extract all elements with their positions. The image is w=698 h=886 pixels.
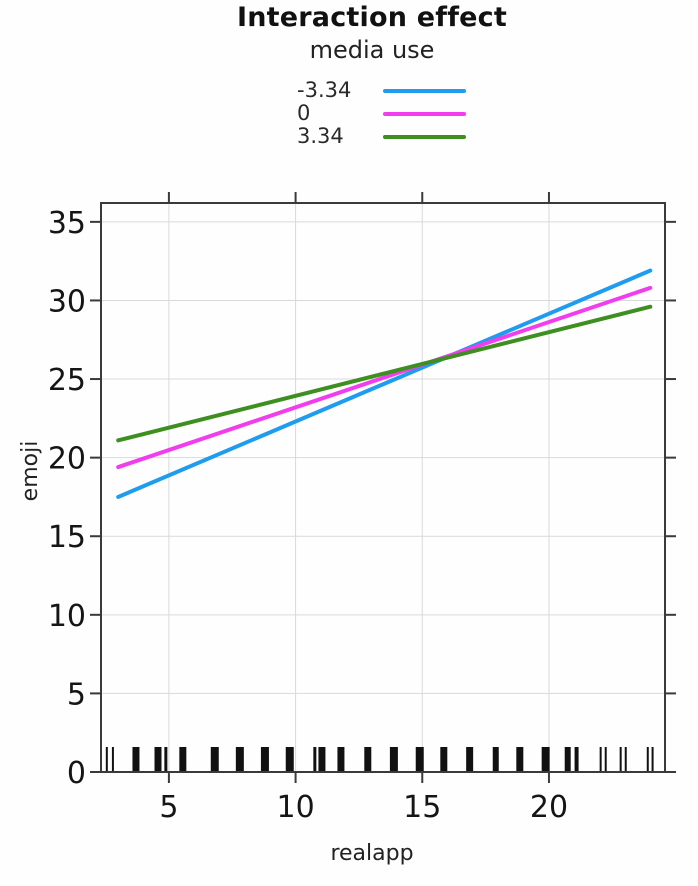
svg-text:15: 15 xyxy=(48,520,86,555)
svg-text:20: 20 xyxy=(48,442,86,477)
legend-line-swatch xyxy=(383,134,466,139)
svg-text:35: 35 xyxy=(48,206,86,241)
y-axis-title: emoji xyxy=(18,440,43,502)
legend-line-swatch xyxy=(383,88,466,93)
legend-entry: 3.34 xyxy=(297,125,466,148)
rug-marks xyxy=(105,747,654,772)
chart-title: Interaction effect xyxy=(237,2,507,33)
series-line-3.34 xyxy=(116,304,653,443)
legend-line-swatch xyxy=(383,111,466,116)
plot-box xyxy=(100,202,666,773)
legend: -3.34 0 3.34 xyxy=(297,79,466,148)
y-axis-tick-labels: 0 5 10 15 20 25 30 35 xyxy=(48,206,86,791)
legend-entry: -3.34 xyxy=(297,79,466,102)
svg-text:0: 0 xyxy=(67,756,86,791)
chart-subtitle: media use xyxy=(309,36,435,64)
svg-text:10: 10 xyxy=(48,599,86,634)
legend-entry: 0 xyxy=(297,102,466,125)
axis-ticks xyxy=(90,192,676,783)
svg-text:20: 20 xyxy=(530,790,568,825)
svg-text:10: 10 xyxy=(276,790,314,825)
svg-text:25: 25 xyxy=(48,363,86,398)
series-line-0 xyxy=(116,285,653,470)
svg-text:30: 30 xyxy=(48,284,86,319)
svg-text:5: 5 xyxy=(159,790,178,825)
legend-entry-label: 3.34 xyxy=(297,124,344,148)
x-axis-tick-labels: 5 10 15 20 xyxy=(159,790,568,825)
svg-text:15: 15 xyxy=(403,790,441,825)
svg-text:5: 5 xyxy=(67,677,86,712)
title-block: Interaction effect media use xyxy=(44,0,698,64)
series-line--3.34 xyxy=(116,268,653,499)
x-axis-title: realapp xyxy=(330,841,414,866)
legend-entry-label: 0 xyxy=(297,101,311,125)
grid-lines xyxy=(101,203,665,772)
legend-entry-label: -3.34 xyxy=(297,78,352,102)
